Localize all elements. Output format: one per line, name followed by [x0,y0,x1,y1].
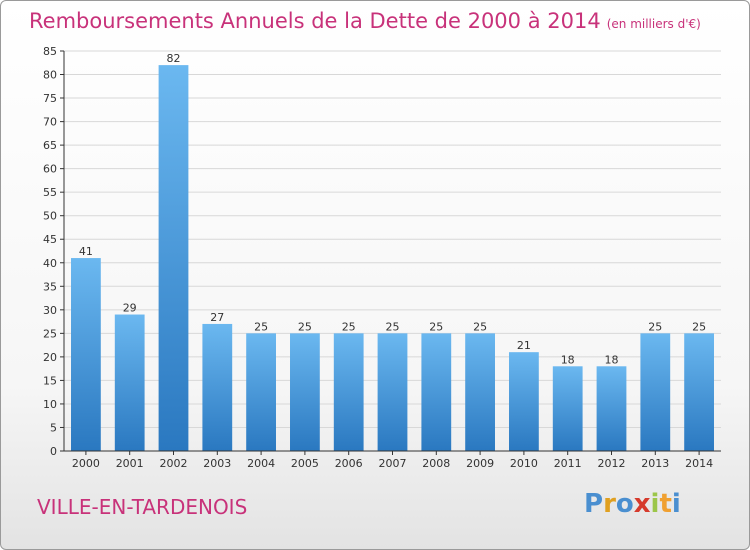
y-tick-label: 50 [43,210,57,223]
bar [114,314,145,451]
bar-value-label: 18 [605,353,619,366]
x-tick-label: 2009 [466,457,494,470]
bar-value-label: 18 [561,353,575,366]
bar-chart: 41 29 82 27 25 25 25 25 25 25 21 18 18 25 25 0 5 10 15 20 2… [43,45,721,470]
bar-value-label: 29 [123,302,137,315]
bar-value-label: 25 [429,320,443,333]
y-tick-label: 20 [43,351,57,364]
bar-value-label: 25 [298,320,312,333]
logo-letter: r [603,489,616,519]
bar-value-label: 25 [342,320,356,333]
y-tick-label: 25 [43,327,57,340]
y-tick-label: 45 [43,233,57,246]
bar [158,65,189,451]
proxiti-logo: Proxiti [584,489,681,519]
x-tick-label: 2010 [510,457,538,470]
logo-letter: t [659,489,672,519]
chart-title-main: Remboursements Annuels de la Dette de 20… [29,9,601,33]
x-tick-label: 2005 [291,457,319,470]
x-tick-label: 2006 [335,457,363,470]
city-name: VILLE-EN-TARDENOIS [37,495,248,519]
bar-value-label: 25 [386,320,400,333]
y-tick-label: 30 [43,304,57,317]
y-tick-label: 5 [50,421,57,434]
x-tick-label: 2003 [203,457,231,470]
bar [246,333,276,451]
y-tick-label: 55 [43,186,57,199]
axes: 0 5 10 15 20 25 30 35 40 45 50 55 60 65 70 75 80 85 2000 20… [43,45,721,470]
logo-letter: i [671,489,681,519]
x-tick-label: 2002 [160,457,188,470]
bar [684,333,714,451]
bar [377,333,408,451]
bar-value-label: 21 [517,339,531,352]
bar [333,333,364,451]
logo-letter: i [650,489,660,519]
y-tick-label: 70 [43,116,57,129]
bar [290,333,320,451]
bar-value-label: 25 [473,320,487,333]
chart-title: Remboursements Annuels de la Dette de 20… [29,9,701,33]
y-tick-label: 35 [43,280,57,293]
bar-value-label: 41 [79,245,93,258]
y-tick-label: 80 [43,69,57,82]
x-tick-label: 2000 [72,457,100,470]
y-tick-label: 75 [43,92,57,105]
y-tick-label: 60 [43,163,57,176]
bar-value-label: 25 [648,320,662,333]
y-tick-label: 40 [43,257,57,270]
x-tick-label: 2008 [422,457,450,470]
bar-value-label: 82 [167,52,181,65]
bar [465,333,495,451]
bar [596,366,627,451]
logo-letter: P [584,489,604,519]
bar-value-label: 25 [692,320,706,333]
logo-letter: o [615,489,634,519]
chart-title-unit: (en milliers d'€) [606,17,701,31]
bar [640,333,671,451]
x-tick-label: 2012 [598,457,626,470]
y-tick-label: 65 [43,139,57,152]
x-tick-label: 2011 [554,457,582,470]
y-tick-label: 10 [43,398,57,411]
x-tick-label: 2004 [247,457,275,470]
y-tick-label: 15 [43,374,57,387]
x-tick-label: 2007 [379,457,407,470]
x-tick-label: 2001 [116,457,144,470]
x-tick-label: 2014 [685,457,713,470]
y-tick-label: 85 [43,45,57,58]
bar [509,352,539,451]
bar [202,323,233,451]
bar-value-label: 25 [254,320,268,333]
bars: 41 29 82 27 25 25 25 25 25 25 21 18 18 25 25 [71,52,714,451]
y-tick-label: 0 [50,445,57,458]
bar [552,366,583,451]
bar [421,333,452,451]
logo-letter: x [633,489,651,519]
bar-value-label: 27 [210,311,224,324]
bar [71,258,101,451]
x-tick-label: 2013 [641,457,669,470]
